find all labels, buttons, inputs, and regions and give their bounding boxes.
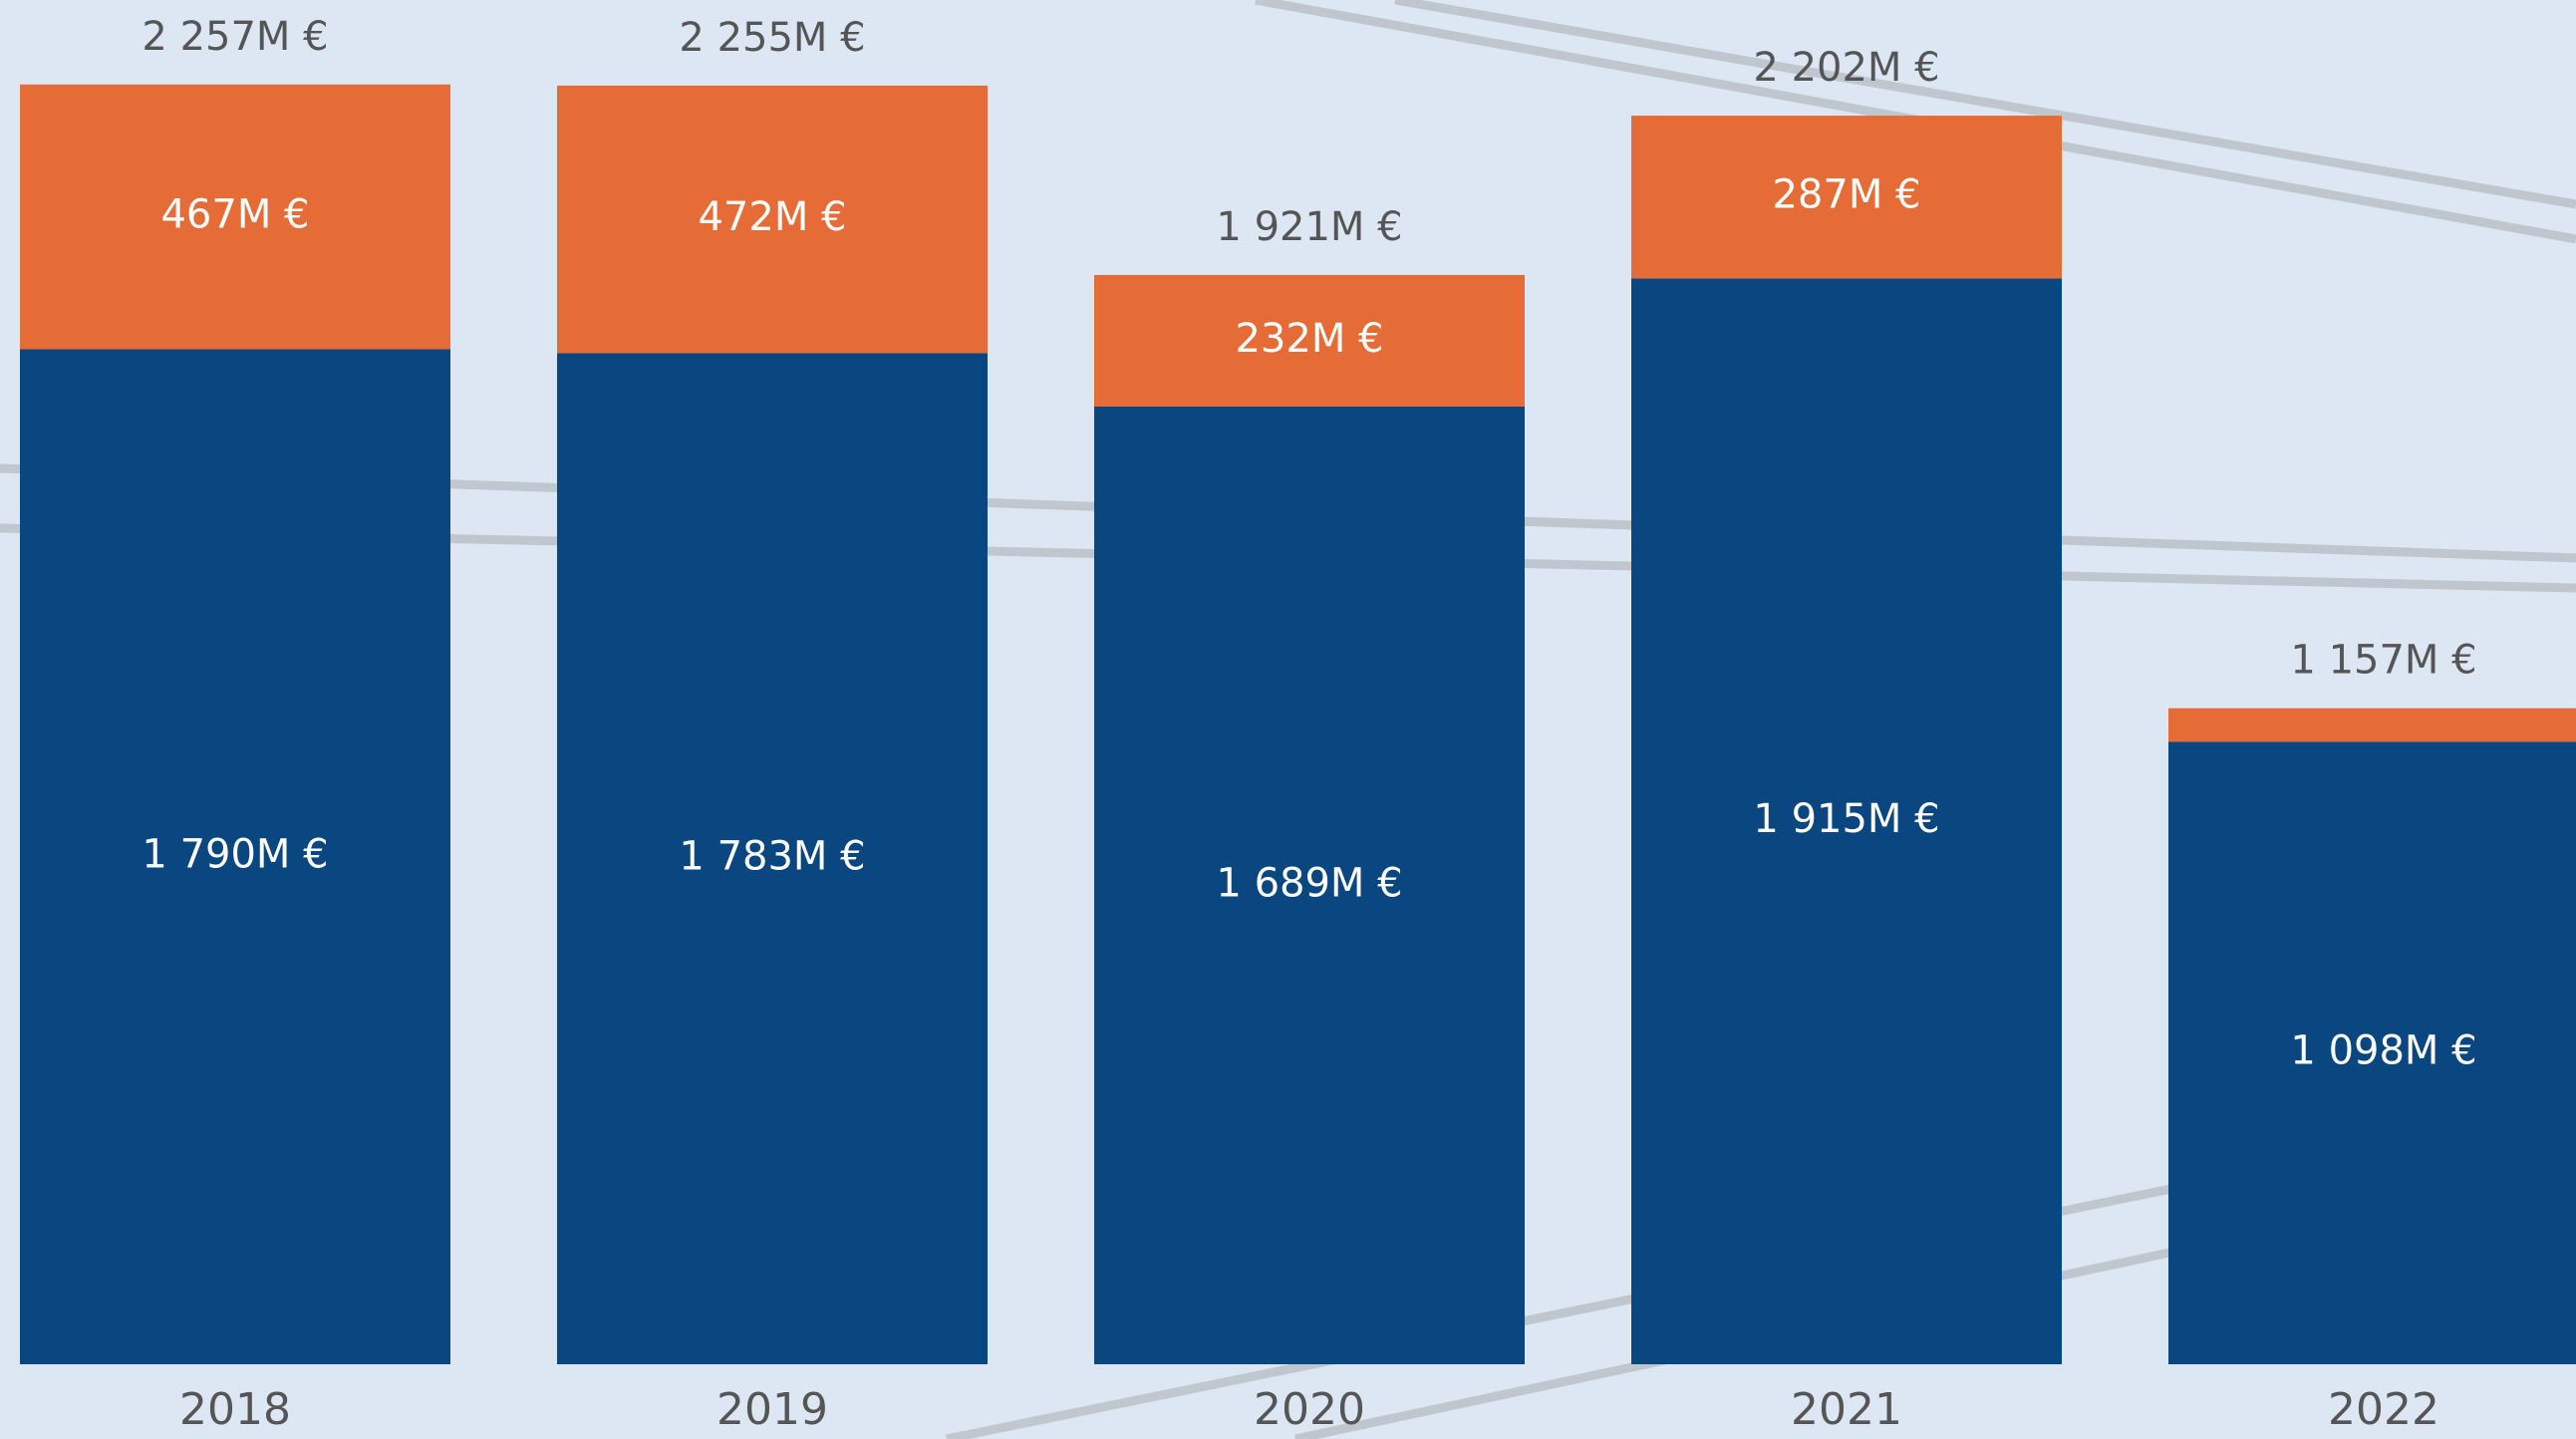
value-label: 1 098M € [2290,1028,2476,1074]
value-label: 232M € [1235,316,1383,362]
bar-segment [1094,274,1525,407]
total-label: 1 921M € [1216,204,1402,250]
x-tick-label: 2022 [2328,1384,2439,1435]
value-label: 1 790M € [142,832,328,878]
total-label: 2 257M € [142,14,328,60]
value-label: 467M € [160,192,309,238]
value-label: 472M € [698,194,846,240]
bar-segment [20,349,450,1364]
bar-segment [20,84,450,350]
bar-segment [1631,278,2062,1364]
value-label: 1 783M € [679,834,865,880]
bar-segment [1094,406,1525,1365]
bar-segment [1631,116,2062,279]
bar-segment [2168,741,2576,1364]
bar-segment [557,85,988,354]
value-label: 1 915M € [1753,796,1939,842]
x-tick-label: 2018 [179,1384,291,1435]
total-label: 2 202M € [1753,45,1939,91]
total-label: 2 255M € [679,15,865,61]
x-tick-label: 2019 [716,1384,828,1435]
value-label: 1 689M € [1216,860,1402,906]
bar-segment [557,353,988,1364]
bar-segment [2168,708,2576,742]
total-label: 1 157M € [2290,638,2476,684]
value-label: 287M € [1772,172,1920,218]
x-tick-label: 2020 [1254,1384,1365,1435]
x-tick-label: 2021 [1791,1384,1902,1435]
